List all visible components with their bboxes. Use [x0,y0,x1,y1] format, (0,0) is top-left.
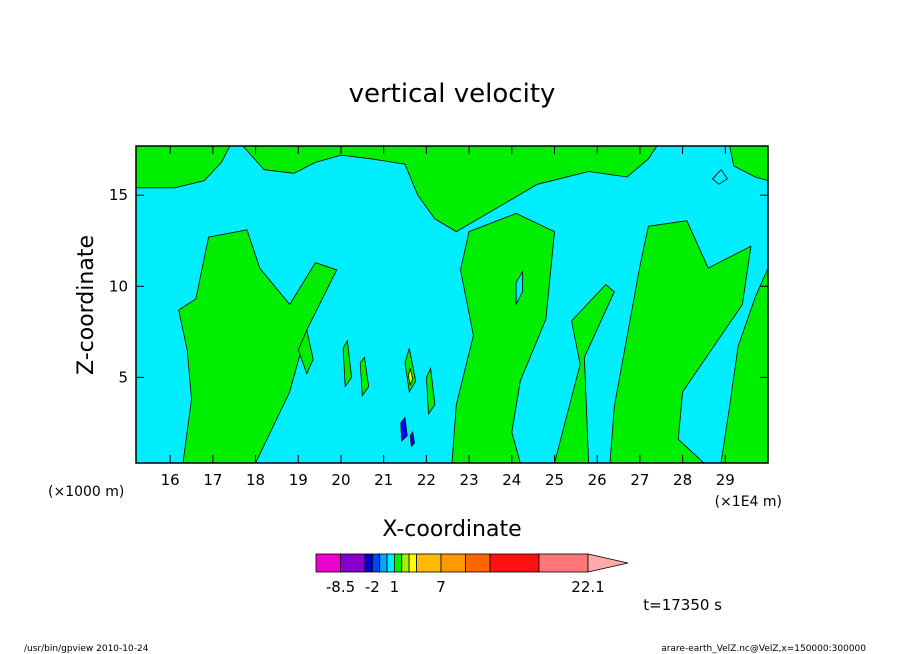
footer-right: arare-earth_VelZ.nc@VelZ,x=150000:300000 [661,644,866,654]
contour-region-8 [515,270,523,305]
x-tick-label: 28 [673,471,692,489]
x-tick-label: 16 [161,471,180,489]
colorbar-swatch [340,553,366,573]
colorbar-label: -2 [365,578,380,596]
x-tick-label: 29 [716,471,735,489]
x-tick-label: 26 [588,471,607,489]
contour-region-11 [342,339,353,388]
contour-region-3 [178,229,338,464]
x-axis-label: X-coordinate [382,517,521,542]
colorbar-labels: -8.5 -2 1 7 22.1 [326,578,605,596]
x-unit-right: (×1E4 m) [715,494,782,510]
x-tick-label: 17 [203,471,222,489]
x-tick-label: 25 [545,471,564,489]
footer-left: /usr/bin/gpview 2010-10-24 [24,644,149,654]
x-tick-label: 27 [630,471,649,489]
colorbar-swatch [416,553,442,573]
contour-region-12 [359,356,370,397]
y-axis-ticks: 5 10 15 [109,186,768,386]
colorbar-label: -8.5 [326,578,355,596]
contour-region-14 [425,366,436,415]
contour-region-16 [400,416,408,443]
plot-frame [135,145,769,464]
contour-region-15 [407,368,414,386]
colorbar-swatch [315,553,341,573]
x-tick-label: 24 [502,471,521,489]
colorbar-swatch [371,553,381,573]
plot-area [135,145,769,464]
colorbar-swatch [386,553,395,573]
x-tick-label: 19 [289,471,308,489]
colorbar-extend-arrow [587,553,629,573]
colorbar-label: 1 [390,578,400,596]
y-tick-label: 5 [118,368,128,386]
contour-region-9 [711,169,728,185]
x-tick-label: 23 [460,471,479,489]
colorbar-swatch [489,553,540,573]
x-unit-left: (×1000 m) [48,484,124,500]
y-axis-label: Z-coordinate [74,235,99,375]
y-tick-label: 10 [109,277,128,295]
contour-region-1 [241,145,658,233]
colorbar-swatch [465,553,491,573]
colorbar [315,553,629,573]
contour-region-5 [553,283,615,464]
contour-region-10 [297,328,314,375]
x-tick-label: 20 [331,471,350,489]
colorbar-swatch [394,553,403,573]
colorbar-swatch [379,553,388,573]
colorbar-swatch [364,553,373,573]
chart-title: vertical velocity [349,79,556,109]
x-tick-label: 18 [246,471,265,489]
colorbar-label: 7 [436,578,446,596]
time-label: t=17350 s [643,596,722,614]
colorbar-label: 22.1 [571,578,604,596]
x-tick-label: 21 [374,471,393,489]
y-tick-label: 15 [109,186,128,204]
colorbar-swatch [408,553,417,573]
contour-region-17 [409,430,415,448]
colorbar-swatch [440,553,466,573]
colorbar-swatch [538,553,589,573]
colorbar-swatch [401,553,410,573]
x-tick-label: 22 [417,471,436,489]
contour-regions [135,145,769,464]
contour-region-4 [451,212,555,464]
contour-region-6 [609,220,752,464]
x-axis-ticks: 16 17 18 19 20 21 22 23 24 25 26 27 28 29 [161,146,735,489]
